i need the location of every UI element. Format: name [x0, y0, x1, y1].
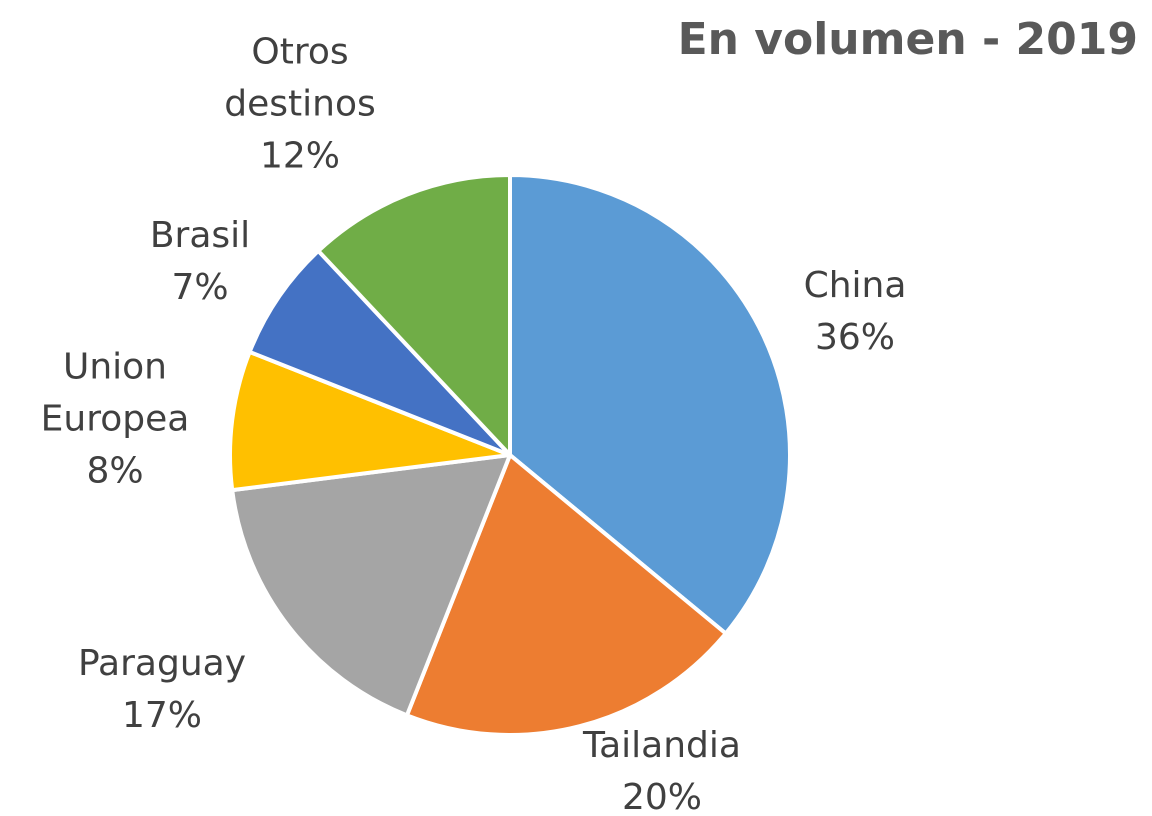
- slice-label: Otros destinos 12%: [185, 27, 415, 184]
- category-label: Union Europea: [40, 346, 190, 440]
- pie-slice: [404, 453, 728, 737]
- value-label: 12%: [259, 136, 340, 178]
- category-label: China: [803, 264, 907, 306]
- pie-slice: [230, 453, 512, 718]
- pie-slice: [508, 173, 792, 636]
- slice-label: Brasil 7%: [85, 210, 315, 314]
- category-label: Brasil: [149, 214, 251, 256]
- category-label: Tailandia: [583, 724, 741, 766]
- slice-label: Union Europea 8%: [0, 342, 230, 499]
- pie-slice: [316, 173, 512, 457]
- slice-label: Paraguay 17%: [47, 638, 277, 742]
- value-label: 20%: [621, 777, 702, 816]
- value-label: 8%: [86, 451, 144, 493]
- value-label: 36%: [814, 317, 895, 358]
- chart-title: En volumen - 2019: [677, 14, 1138, 65]
- slice-label: Tailandia 20%: [547, 720, 777, 816]
- slice-label: China 36%: [740, 260, 970, 364]
- value-label: 7%: [171, 267, 229, 308]
- category-label: Paraguay: [77, 642, 247, 684]
- value-label: 17%: [121, 695, 202, 736]
- pie-slice: [247, 248, 512, 457]
- pie-slice: [228, 349, 512, 493]
- category-label: Otros destinos: [224, 31, 376, 125]
